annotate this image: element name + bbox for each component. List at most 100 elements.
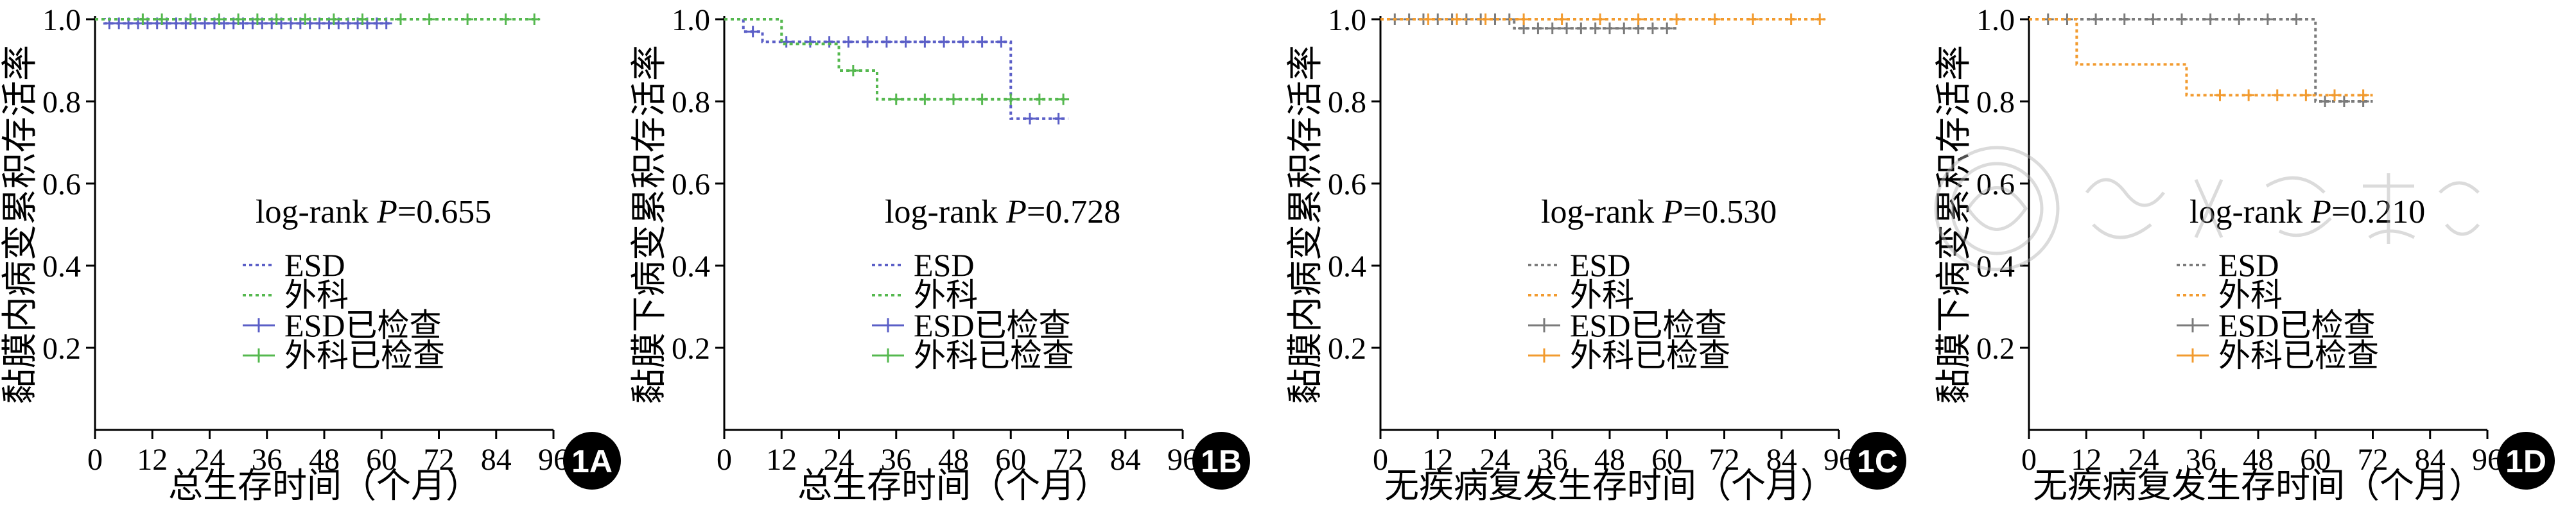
censor-mark — [395, 13, 406, 25]
y-tick-label: 0.6 — [1328, 167, 1366, 201]
y-tick-label: 0.6 — [1976, 167, 2015, 201]
censor-mark — [919, 93, 931, 105]
censor-mark — [1646, 22, 1658, 35]
legend-label: 外科 — [1570, 277, 1634, 313]
y-tick-label: 1.0 — [42, 3, 81, 37]
x-tick-label: 84 — [481, 443, 512, 477]
logrank-p: P — [2310, 194, 2331, 230]
logrank-prefix: log-rank — [1541, 194, 1662, 230]
censor-mark — [938, 36, 950, 48]
survival-curve-esd — [1380, 18, 1677, 30]
censor-mark — [862, 36, 874, 48]
censor-mark — [823, 36, 835, 48]
x-tick-label: 48 — [938, 443, 969, 477]
legend-label: 外科 — [284, 277, 349, 313]
censor-mark — [957, 36, 969, 48]
survival-curve-esd — [724, 18, 1068, 120]
y-tick-label: 0.6 — [42, 167, 81, 201]
x-tick-label: 84 — [1766, 443, 1797, 477]
logrank-annotation: log-rank P=0.530 — [1541, 194, 1777, 230]
y-axis-title: 黏膜下病变累积存活率 — [630, 45, 670, 404]
censor-mark — [1057, 93, 1070, 105]
censor-mark — [528, 13, 541, 25]
x-tick-label: 36 — [2186, 443, 2216, 477]
legend-label: 外科已检查 — [914, 338, 1074, 373]
x-axis-title: 无疾病复发生存时间（个月） — [1384, 466, 1835, 505]
censor-mark — [1546, 22, 1558, 35]
y-tick-label: 0.4 — [1328, 250, 1366, 284]
censor-mark — [2147, 13, 2159, 25]
censor-mark — [1632, 13, 1644, 25]
legend-label: ESD — [1570, 247, 1630, 283]
censor-mark — [995, 36, 1007, 48]
x-tick-label: 60 — [2300, 443, 2331, 477]
x-tick-label: 84 — [2415, 443, 2446, 477]
x-tick-label: 0 — [1373, 443, 1388, 477]
x-axis-title: 总生存时间（个月） — [168, 466, 480, 505]
chart-panel-1B: 0.20.40.60.81.00 12 24 36 48 60 72 84 96黏膜下病变累积存… — [630, 3, 1250, 505]
censor-mark — [1024, 112, 1036, 124]
censor-mark — [976, 93, 988, 105]
censor-mark — [1618, 22, 1630, 35]
panel-label: 1B — [1201, 443, 1242, 479]
logrank-p: P — [376, 194, 397, 230]
x-tick-label: 24 — [2128, 443, 2159, 477]
x-tick-label: 48 — [2243, 443, 2274, 477]
legend-label: ESD已检查 — [1570, 307, 1727, 343]
logrank-prefix: log-rank — [2189, 194, 2311, 230]
y-tick-label: 1.0 — [1328, 3, 1366, 37]
logrank-prefix: log-rank — [256, 194, 377, 230]
logrank-prefix: log-rank — [885, 194, 1006, 230]
censor-mark — [2357, 89, 2369, 101]
x-tick-label: 12 — [2071, 443, 2102, 477]
censor-mark — [1451, 13, 1463, 25]
censor-mark — [919, 36, 931, 48]
x-tick-label: 24 — [195, 443, 225, 477]
y-tick-label: 0.8 — [1976, 85, 2015, 119]
censor-mark — [847, 65, 859, 76]
legend-label: 外科已检查 — [2218, 338, 2379, 373]
x-tick-label: 24 — [824, 443, 855, 477]
y-tick-label: 0.2 — [672, 332, 710, 366]
y-tick-label: 1.0 — [672, 3, 710, 37]
censor-mark — [184, 13, 196, 25]
censor-mark — [1561, 22, 1573, 35]
censor-mark — [1589, 22, 1601, 35]
chart-panel-1D: 0.20.40.60.81.00 12 24 36 48 60 72 84 96黏膜下病变累积存… — [1935, 3, 2555, 505]
censor-mark — [976, 36, 988, 48]
x-tick-label: 36 — [252, 443, 283, 477]
legend-label: ESD — [2218, 247, 2279, 283]
censor-mark — [156, 13, 168, 25]
censor-mark — [1556, 13, 1568, 25]
censor-mark — [1594, 13, 1606, 25]
legend-label: ESD — [284, 247, 345, 283]
logrank-value: =0.210 — [2331, 194, 2425, 230]
y-tick-label: 1.0 — [1976, 3, 2015, 37]
survival-curve-surgery — [2029, 18, 2373, 97]
censor-mark — [2243, 89, 2255, 101]
censor-mark — [2233, 13, 2245, 25]
y-tick-label: 0.2 — [42, 332, 81, 366]
legend-label: 外科 — [914, 277, 978, 313]
censor-mark — [299, 13, 311, 25]
watermark-seal — [1934, 146, 2480, 271]
censor-mark — [880, 36, 892, 48]
censor-mark — [1785, 13, 1797, 25]
x-tick-label: 0 — [87, 443, 103, 477]
panel-label: 1A — [571, 443, 613, 479]
logrank-value: =0.655 — [397, 194, 491, 230]
censor-mark — [900, 36, 912, 48]
censor-mark — [1052, 112, 1065, 124]
y-tick-label: 0.8 — [1328, 85, 1366, 119]
x-tick-label: 24 — [1480, 443, 1511, 477]
x-tick-label: 60 — [1651, 443, 1682, 477]
x-tick-label: 72 — [424, 443, 455, 477]
logrank-value: =0.728 — [1027, 194, 1120, 230]
panel-label: 1D — [2505, 443, 2546, 479]
censor-mark — [747, 26, 759, 38]
x-tick-label: 60 — [995, 443, 1026, 477]
x-tick-label: 60 — [366, 443, 397, 477]
censor-mark — [2214, 89, 2226, 101]
censor-mark — [232, 13, 245, 25]
censor-mark — [2338, 96, 2350, 107]
